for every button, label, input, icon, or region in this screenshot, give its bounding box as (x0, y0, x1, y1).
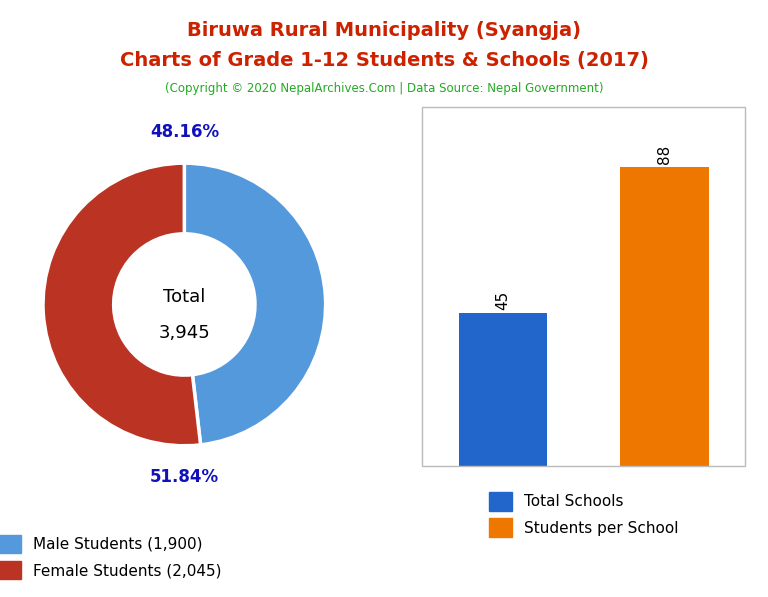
Wedge shape (43, 163, 200, 446)
Text: 48.16%: 48.16% (150, 123, 219, 141)
Text: 88: 88 (657, 145, 672, 164)
Wedge shape (184, 163, 326, 445)
Text: 3,945: 3,945 (158, 324, 210, 341)
Text: (Copyright © 2020 NepalArchives.Com | Data Source: Nepal Government): (Copyright © 2020 NepalArchives.Com | Da… (165, 82, 603, 96)
Text: 45: 45 (495, 291, 511, 310)
Legend: Total Schools, Students per School: Total Schools, Students per School (489, 492, 678, 537)
Legend: Male Students (1,900), Female Students (2,045): Male Students (1,900), Female Students (… (0, 534, 221, 580)
Text: Total: Total (163, 288, 206, 306)
Bar (458, 313, 548, 466)
Text: Biruwa Rural Municipality (Syangja): Biruwa Rural Municipality (Syangja) (187, 21, 581, 40)
Text: Charts of Grade 1-12 Students & Schools (2017): Charts of Grade 1-12 Students & Schools … (120, 51, 648, 70)
Bar (620, 167, 709, 466)
Text: 51.84%: 51.84% (150, 468, 219, 486)
